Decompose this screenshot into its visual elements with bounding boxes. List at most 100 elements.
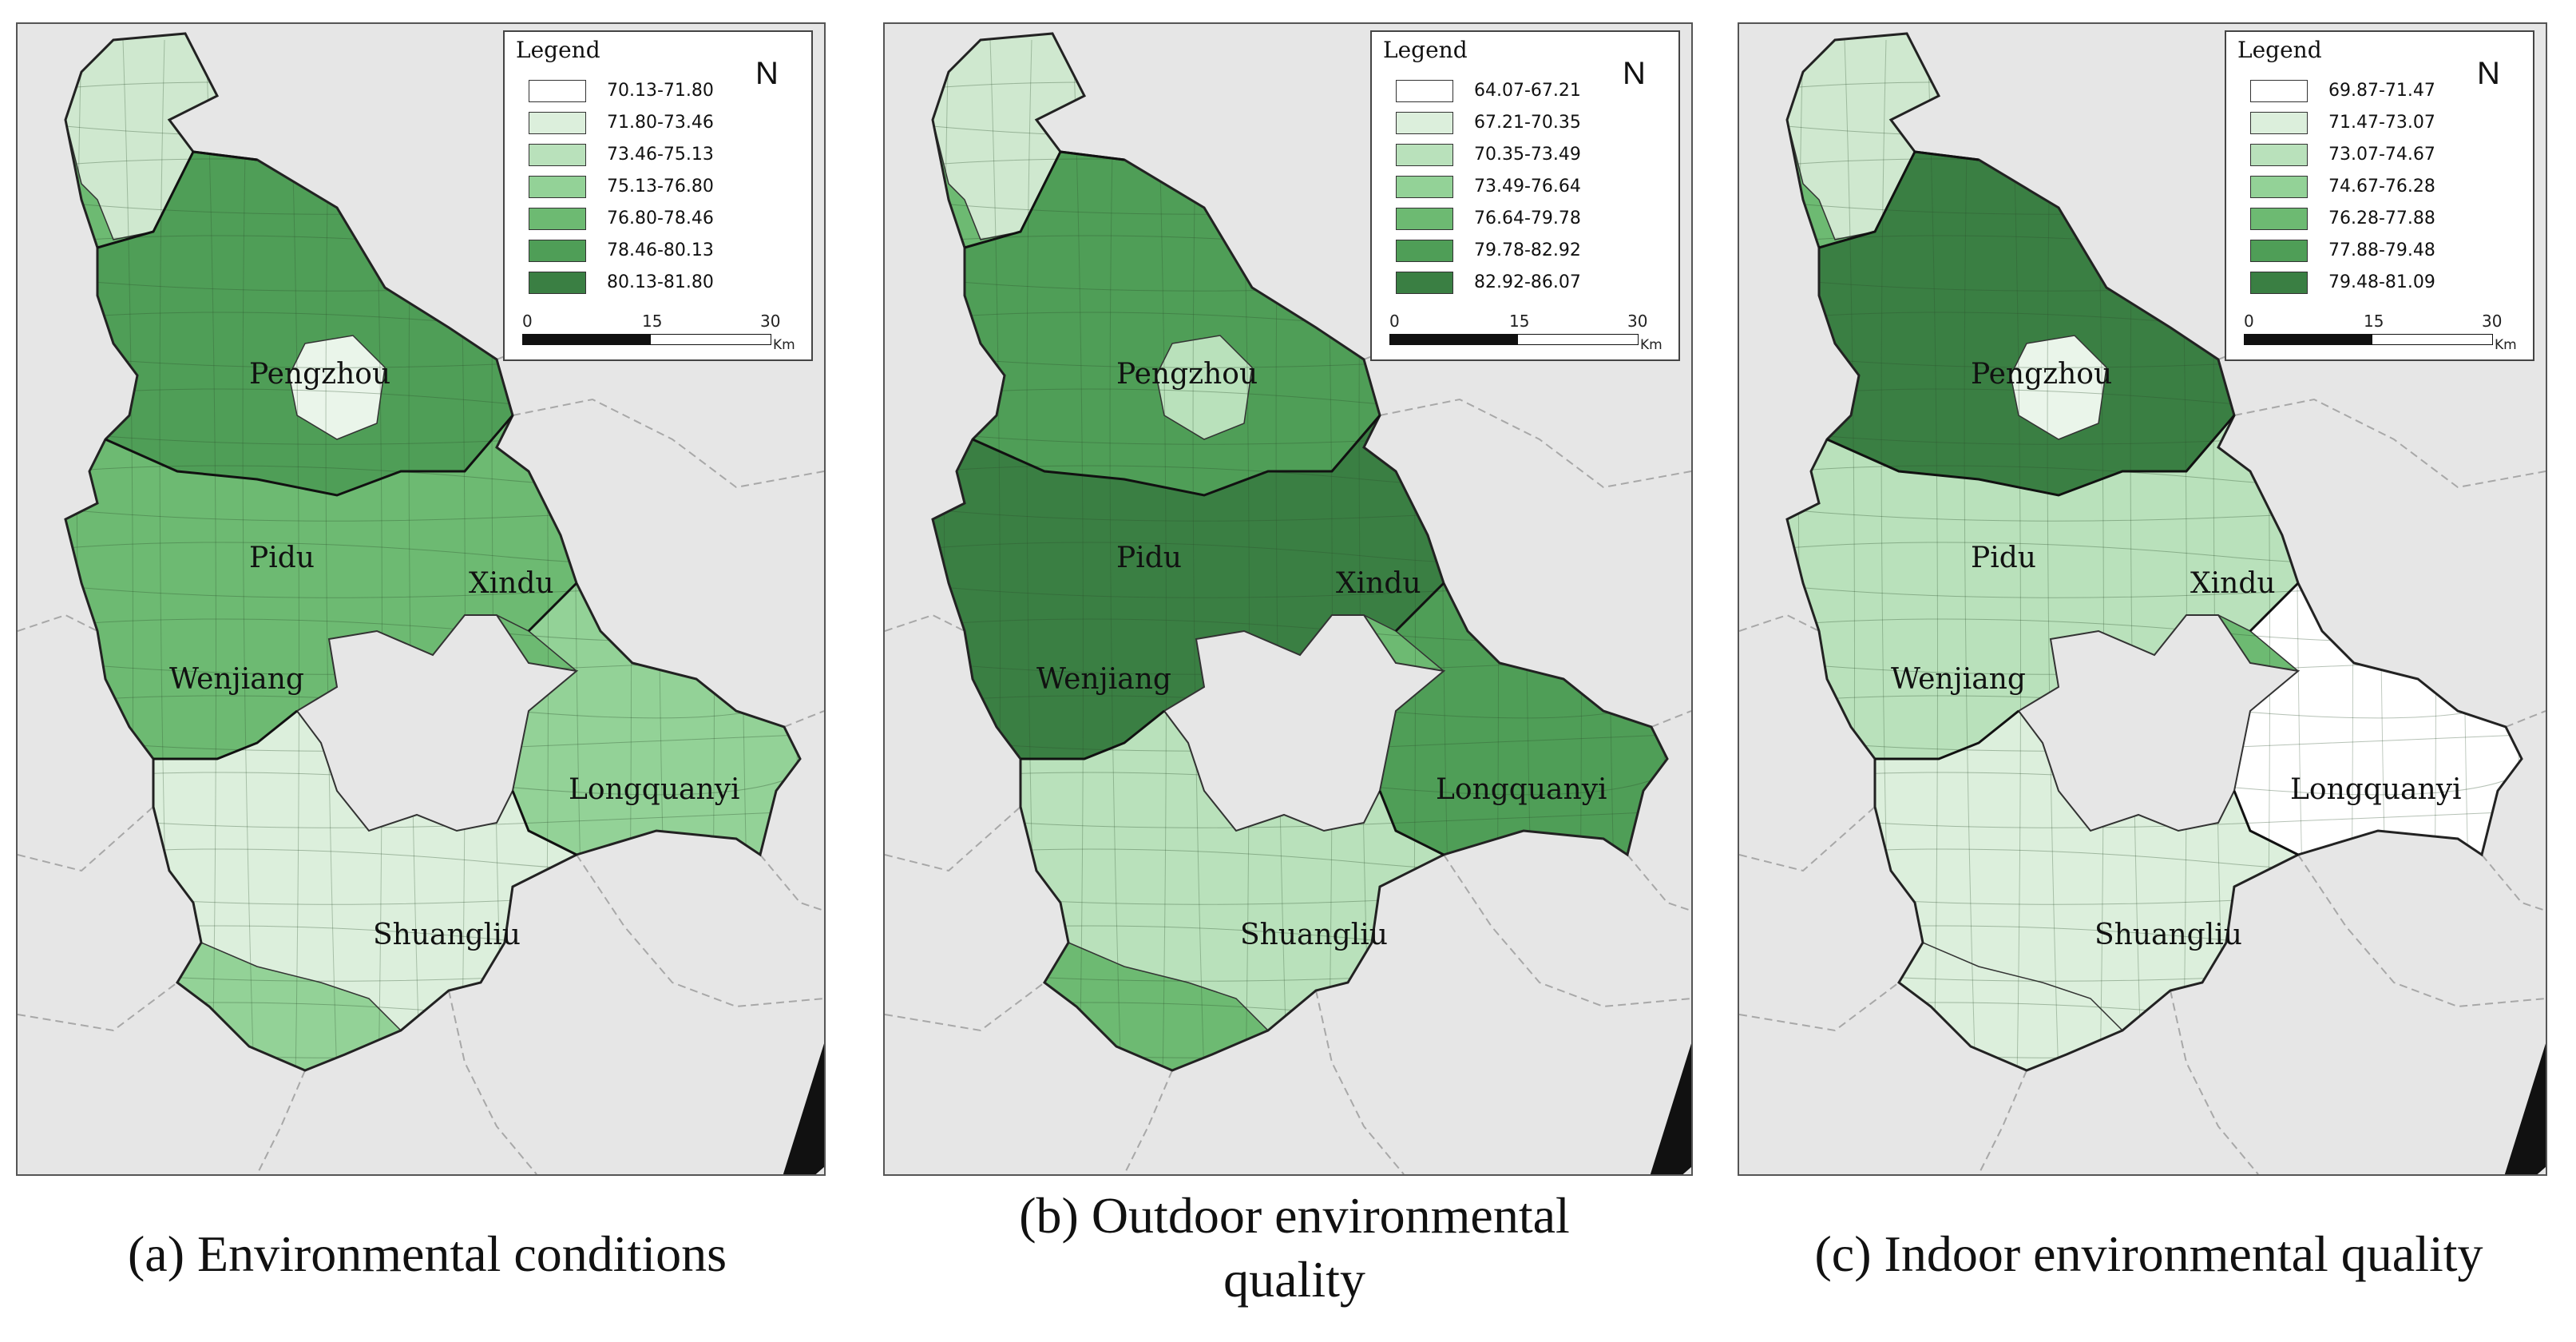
scale-bar-black (2244, 334, 2373, 345)
district-boundary (97, 150, 258, 249)
north-arrow: N (747, 56, 824, 1174)
place-label-longquanyi: Longquanyi (1436, 773, 1607, 806)
background-boundary-line (18, 613, 98, 632)
region-outline (1785, 32, 2523, 1072)
legend-label: 82.92-86.07 (1474, 272, 1581, 292)
scale-tick-0: 0 (1389, 312, 1400, 331)
background-boundary-line (2505, 710, 2546, 728)
scale-tick-30: 30 (1627, 312, 1648, 331)
background-boundary-line (1124, 1070, 1173, 1174)
region-outline (931, 32, 1669, 1072)
map-frame: Legend 64.07-67.21 67.21-70.35 70.35-73.49… (883, 22, 1693, 1176)
north-letter: N (755, 56, 779, 91)
legend-label: 76.64-79.78 (1474, 208, 1581, 228)
township-boundary (242, 39, 255, 1070)
legend-swatch (2250, 80, 2308, 102)
background-boundary-line (885, 613, 965, 632)
legend-label: 67.21-70.35 (1474, 113, 1581, 133)
district-boundary (153, 709, 298, 760)
place-label-pidu: Pidu (1116, 542, 1182, 574)
legend-swatch (529, 80, 586, 102)
background-boundary-line (1978, 1070, 2027, 1174)
panel-caption: (a) Environmental conditions (0, 1222, 854, 1286)
scale-bar-black (522, 334, 652, 345)
legend-swatch (529, 176, 586, 198)
place-label-wenjiang: Wenjiang (1891, 663, 2026, 696)
legend: Legend 69.87-71.47 71.47-73.07 73.07-74.67… (2225, 30, 2546, 1174)
place-label-pengzhou: Pengzhou (249, 358, 391, 391)
district-boundary (1394, 582, 1445, 633)
caption-line: (a) Environmental conditions (127, 1225, 727, 1282)
background-boundary-line (1315, 990, 1405, 1174)
background-boundary-line (1379, 398, 1691, 489)
district-boundary (527, 582, 578, 633)
legend-label: 69.87-71.47 (2328, 81, 2435, 101)
district-boundary (1020, 709, 1165, 760)
district-boundary (964, 150, 1125, 249)
panel-caption: (c) Indoor environmental quality (1722, 1222, 2576, 1286)
district-boundary (2233, 790, 2299, 856)
district-boundary (1875, 709, 2019, 760)
legend-swatch (1396, 240, 1453, 262)
north-arrow: N (1615, 56, 1691, 1174)
scale-bar: 0 15 30 Km (522, 312, 798, 353)
legend-swatch (1396, 208, 1453, 230)
legend-swatch (1396, 112, 1453, 134)
legend-label: 76.28-77.88 (2328, 208, 2435, 228)
township-boundary (1787, 1041, 2522, 1058)
panel-b: Legend 64.07-67.21 67.21-70.35 70.35-73.49… (867, 0, 1722, 1342)
legend-swatch (2250, 272, 2308, 294)
place-label-xindu: Xindu (1336, 567, 1421, 600)
scale-bar-white (1517, 334, 1639, 345)
background-boundary-line (885, 982, 1045, 1032)
place-label-shuangliu: Shuangliu (1240, 919, 1388, 951)
background-boundary-line (576, 854, 824, 1008)
background-boundary-line (2233, 398, 2546, 489)
study-region (65, 34, 800, 1070)
legend-title: Legend (516, 37, 600, 63)
panel-a: Legend 70.13-71.80 71.80-73.46 73.46-75.13… (0, 0, 854, 1342)
background-boundary-line (1739, 982, 1900, 1032)
township-boundary (933, 1002, 1667, 1026)
north-arrow-icon (2504, 1043, 2546, 1174)
legend-label: 71.47-73.07 (2328, 113, 2435, 133)
legend-label: 79.48-81.09 (2328, 272, 2435, 292)
legend-label: 77.88-79.48 (2328, 240, 2435, 260)
township-boundary (1964, 39, 1976, 1070)
background-boundary-line (1627, 854, 1691, 911)
scale-bar: 0 15 30 Km (1389, 312, 1665, 353)
zone-pengzhou-center (2010, 335, 2107, 440)
legend-label: 79.78-82.92 (1474, 240, 1581, 260)
place-label-pengzhou: Pengzhou (1971, 358, 2113, 391)
map-frame: Legend 70.13-71.80 71.80-73.46 73.46-75.13… (16, 22, 826, 1176)
caption-line: (b) Outdoor environmental (1019, 1187, 1570, 1244)
excluded-urban-core (295, 614, 579, 832)
scale-unit: Km (2495, 337, 2517, 353)
north-letter: N (1623, 56, 1646, 91)
background-boundary-line (1739, 806, 1876, 872)
legend-swatch (1396, 272, 1453, 294)
region-outline (64, 32, 802, 1072)
township-boundary (1927, 39, 1938, 1070)
place-label-shuangliu: Shuangliu (2094, 919, 2242, 951)
scale-tick-30: 30 (2482, 312, 2503, 331)
district-boundary (105, 415, 514, 497)
legend-label: 78.46-80.13 (607, 240, 714, 260)
background-boundary-line (18, 806, 154, 872)
legend-swatch (529, 144, 586, 166)
legend-swatch (1396, 80, 1453, 102)
legend-swatch (2250, 176, 2308, 198)
background-boundary-line (1651, 710, 1691, 728)
place-label-wenjiang: Wenjiang (169, 663, 304, 696)
legend-title: Legend (2237, 37, 2322, 63)
place-label-longquanyi: Longquanyi (569, 773, 740, 806)
legend-swatch (529, 240, 586, 262)
district-boundary (2249, 582, 2300, 633)
legend-label: 75.13-76.80 (607, 177, 714, 197)
zone-pengzhou-center (288, 335, 386, 440)
place-label-pengzhou: Pengzhou (1116, 358, 1258, 391)
legend-title: Legend (1383, 37, 1468, 63)
panel-c: Legend 69.87-71.47 71.47-73.07 73.07-74.67… (1722, 0, 2576, 1342)
legend-label: 73.46-75.13 (607, 145, 714, 165)
background-boundary-line (759, 854, 824, 911)
